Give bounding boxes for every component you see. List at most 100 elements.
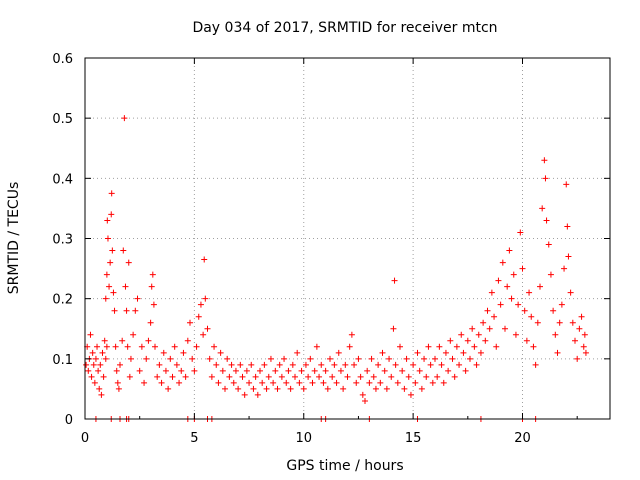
data-point <box>539 205 546 212</box>
data-point <box>145 337 152 344</box>
data-point <box>436 343 443 350</box>
data-point <box>232 367 239 374</box>
data-point <box>545 241 552 248</box>
data-point <box>149 271 156 278</box>
data-point <box>337 367 344 374</box>
data-point <box>217 349 224 356</box>
data-point <box>165 385 172 392</box>
data-point <box>124 343 131 350</box>
data-point <box>289 361 296 368</box>
data-point <box>125 259 132 266</box>
data-point <box>204 325 211 332</box>
data-point <box>261 361 268 368</box>
data-point <box>248 361 255 368</box>
data-point <box>169 373 176 380</box>
data-point <box>111 307 118 314</box>
data-point <box>267 355 274 362</box>
data-point <box>309 379 316 386</box>
y-tick-label: 0.3 <box>52 233 73 248</box>
data-point <box>423 373 430 380</box>
y-tick-label: 0.2 <box>52 293 73 308</box>
data-point <box>407 391 414 398</box>
data-point <box>117 361 123 368</box>
data-point <box>467 355 473 362</box>
data-point <box>521 307 528 314</box>
data-point <box>351 361 358 368</box>
data-point <box>364 367 371 374</box>
chart-title: Day 034 of 2017, SRMTID for receiver mtc… <box>192 20 497 36</box>
data-point <box>241 391 248 398</box>
data-point <box>178 367 185 374</box>
data-point <box>425 343 432 350</box>
data-point <box>362 397 368 404</box>
data-point <box>90 361 97 368</box>
data-point <box>344 373 351 380</box>
data-point <box>147 319 154 326</box>
data-point <box>272 367 279 374</box>
data-point <box>335 349 342 356</box>
data-point <box>567 289 574 296</box>
data-point <box>512 331 519 338</box>
data-point <box>499 259 506 266</box>
data-point <box>493 343 500 350</box>
data-point <box>510 271 517 278</box>
data-point <box>331 361 338 368</box>
data-point <box>103 271 110 278</box>
data-point <box>162 367 169 374</box>
data-point <box>148 283 155 290</box>
x-tick-label: 10 <box>295 431 312 446</box>
data-point <box>491 313 498 320</box>
data-point <box>327 355 333 362</box>
data-point <box>283 379 290 386</box>
data-point <box>475 331 482 338</box>
data-point <box>113 367 120 374</box>
data-point <box>346 343 353 350</box>
data-point <box>103 343 110 350</box>
data-point <box>99 349 106 356</box>
data-point <box>523 337 530 344</box>
data-point <box>87 331 94 338</box>
data-point <box>102 355 109 362</box>
data-point <box>565 253 572 260</box>
data-point <box>274 385 281 392</box>
data-point <box>285 367 292 374</box>
data-point <box>442 349 449 356</box>
data-point <box>445 367 452 374</box>
data-point <box>109 247 116 254</box>
data-point <box>200 331 207 338</box>
data-point <box>580 343 587 350</box>
data-point <box>432 355 438 362</box>
data-point <box>298 367 305 374</box>
x-tick-label: 15 <box>405 431 422 446</box>
data-point <box>254 391 261 398</box>
data-point <box>578 313 585 320</box>
data-point <box>519 265 526 272</box>
data-point <box>150 301 157 308</box>
data-point <box>440 379 447 386</box>
data-point <box>189 355 196 362</box>
data-point <box>173 361 180 368</box>
data-point <box>108 211 115 218</box>
y-tick-labels: 0 0.1 0.2 0.3 0.4 0.5 0.6 <box>52 52 73 428</box>
data-point <box>104 217 111 224</box>
data-point <box>543 217 550 224</box>
data-point <box>313 343 320 350</box>
data-point <box>228 361 235 368</box>
data-point <box>96 385 103 392</box>
data-point <box>176 379 183 386</box>
data-point <box>154 373 161 380</box>
y-axis-label: SRMTID / TECUs <box>6 182 22 295</box>
data-point <box>141 379 148 386</box>
data-point <box>391 277 398 284</box>
data-point <box>152 343 158 350</box>
data-point <box>552 331 559 338</box>
data-point <box>563 181 570 188</box>
data-point <box>418 385 425 392</box>
data-point <box>482 337 489 344</box>
data-point <box>252 373 259 380</box>
data-point <box>392 361 399 368</box>
data-point <box>98 391 105 398</box>
data-points <box>83 115 589 422</box>
data-point <box>410 361 417 368</box>
data-point <box>278 373 285 380</box>
